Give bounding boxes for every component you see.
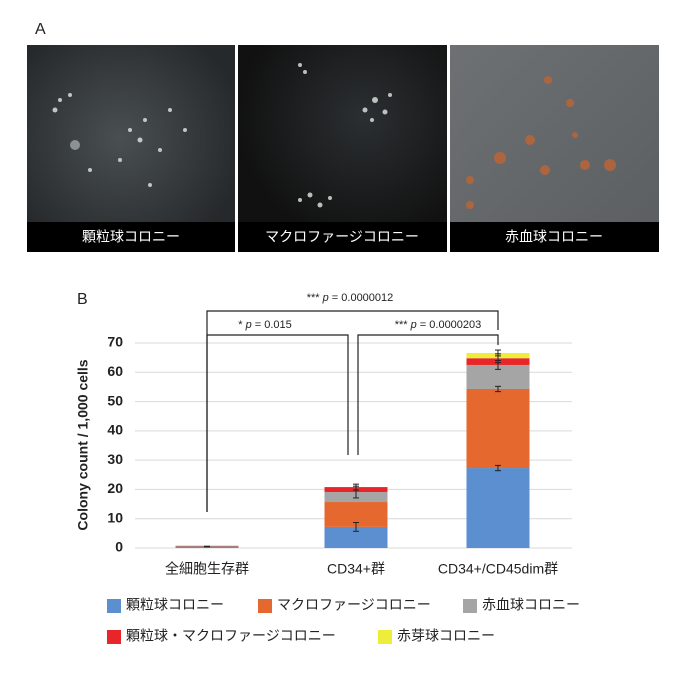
- legend-swatch: [463, 599, 477, 613]
- significance-value: = 0.0000012: [332, 292, 393, 304]
- x-tick-label: 全細胞生存群: [165, 561, 249, 577]
- significance-stars: ***: [395, 319, 409, 331]
- y-tick-label: 60: [107, 363, 123, 379]
- y-tick-label: 30: [107, 451, 123, 467]
- legend-label: 顆粒球・マクロファージコロニー: [126, 628, 336, 644]
- panel-label: B: [77, 291, 88, 308]
- y-tick-label: 20: [107, 480, 123, 496]
- significance-label: *** p = 0.0000012: [307, 292, 394, 304]
- legend-swatch: [107, 630, 121, 644]
- legend-label: 顆粒球コロニー: [126, 597, 224, 613]
- legend-label: マクロファージコロニー: [277, 597, 431, 613]
- x-tick-label: CD34+/CD45dim群: [438, 561, 558, 577]
- legend-label: 赤血球コロニー: [482, 597, 580, 613]
- y-tick-label: 10: [107, 509, 123, 525]
- significance-stat: p: [322, 292, 329, 304]
- y-tick-label: 0: [115, 539, 123, 555]
- significance-stars: *: [238, 319, 243, 331]
- y-axis-title: Colony count / 1,000 cells: [75, 359, 91, 530]
- significance-value: = 0.015: [255, 319, 292, 331]
- micrograph: マクロファージコロニー: [238, 45, 447, 252]
- legend-label: 赤芽球コロニー: [397, 628, 495, 644]
- significance-bracket: [207, 335, 348, 512]
- significance-label: * p = 0.015: [238, 319, 292, 331]
- y-tick-label: 40: [107, 422, 123, 438]
- image-caption: 赤血球コロニー: [505, 229, 603, 245]
- y-tick-label: 70: [107, 334, 123, 350]
- significance-bracket: [207, 311, 498, 512]
- micrograph: 赤血球コロニー: [450, 45, 659, 252]
- image-caption: マクロファージコロニー: [265, 229, 419, 245]
- legend-swatch: [107, 599, 121, 613]
- error-bar: [204, 546, 210, 547]
- image-caption: 顆粒球コロニー: [82, 229, 180, 245]
- micrograph: 顆粒球コロニー: [27, 45, 235, 252]
- significance-value: = 0.0000203: [420, 319, 481, 331]
- legend-swatch: [378, 630, 392, 644]
- significance-label: *** p = 0.0000203: [395, 319, 482, 331]
- significance-stat: p: [245, 319, 252, 331]
- bar-segment: [467, 468, 530, 548]
- legend-swatch: [258, 599, 272, 613]
- significance-stat: p: [410, 319, 417, 331]
- bar-segment: [467, 389, 530, 468]
- y-tick-label: 50: [107, 392, 123, 408]
- panel-label: A: [35, 21, 46, 38]
- significance-stars: ***: [307, 292, 321, 304]
- x-tick-label: CD34+群: [327, 561, 385, 577]
